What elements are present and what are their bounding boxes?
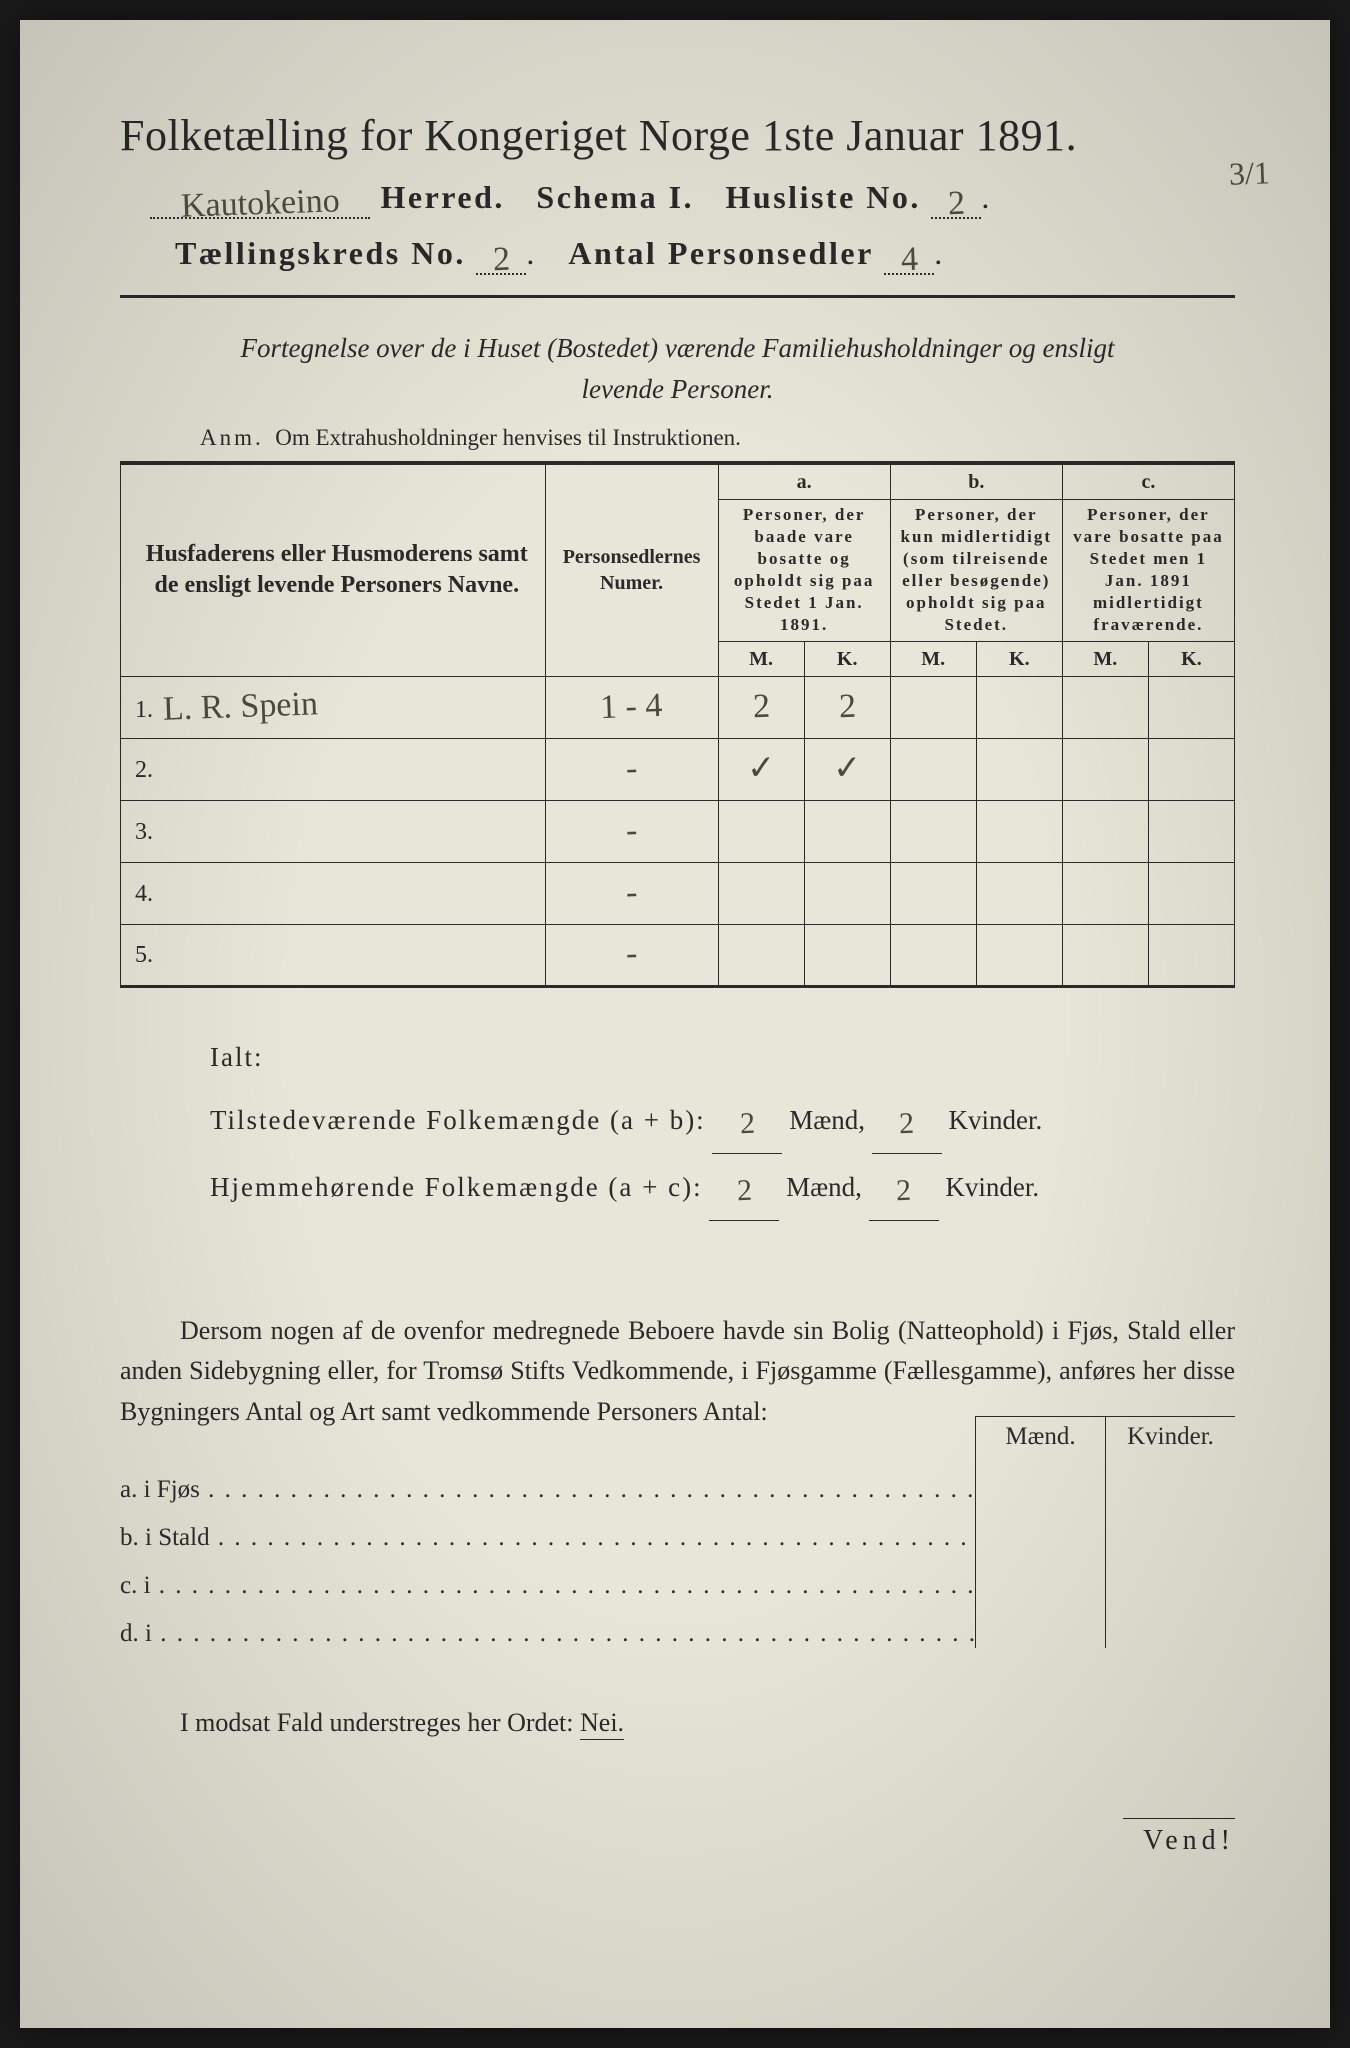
col-c-label: c. [1062,464,1234,500]
modsat-line: I modsat Fald understreges her Ordet: Ne… [120,1708,1235,1738]
mk-header: M. [890,641,976,676]
col-c-letter: c. [1069,469,1228,495]
subtitle-line2: levende Personer. [582,374,774,404]
col-a-letter: a. [725,469,884,495]
kreds-label: Tællingskreds No. [175,235,466,271]
col-a-text: Personer, der baade vare bosatte og opho… [718,500,890,642]
building-row: b. i Stald [120,1504,1235,1552]
antal-label: Antal Personsedler [568,235,873,271]
col-a-label: a. [718,464,890,500]
mk-header: K. [976,641,1062,676]
mk-header: M. [718,641,804,676]
herred-label: Herred. [381,179,505,215]
col-header-name: Husfaderens eller Husmoderens samt de en… [121,464,546,677]
divider [120,295,1235,298]
present-label: Tilstedeværende Folkemængde (a + b): [210,1105,706,1135]
antal-value: 4 [900,241,918,280]
header-line-2: Kautokeino Herred. Schema I. Husliste No… [150,179,1235,219]
present-row: Tilstedeværende Folkemængde (a + b): 2 M… [210,1087,1235,1154]
table-row: 2.-✓✓ [121,738,1235,800]
kvinder-label: Kvinder. [945,1172,1039,1202]
nei-word: Nei. [580,1708,624,1740]
header-line-3: Tællingskreds No. 2. Antal Personsedler … [175,235,1235,275]
form-title: Folketælling for Kongeriget Norge 1ste J… [120,110,1235,161]
title-year: 1891. [976,111,1078,160]
present-m: 2 [739,1091,756,1157]
page-annotation: 3/1 [1228,154,1270,192]
husliste-value: 2 [947,185,965,224]
table-row: 4.- [121,862,1235,924]
table-row: 5.- [121,924,1235,986]
col-c-text: Personer, der vare bosatte paa Stedet me… [1062,500,1234,642]
building-table: Mænd. Kvinder. a. i Fjøsb. i Staldc. id.… [120,1456,1235,1648]
present-k: 2 [898,1091,915,1157]
totals-block: Ialt: Tilstedeværende Folkemængde (a + b… [210,1028,1235,1221]
anm-prefix: Anm. [200,425,264,450]
subtitle-line1: Fortegnelse over de i Huset (Bostedet) v… [240,333,1114,363]
modsat-pre: I modsat Fald understreges her Ordet: [180,1708,580,1737]
mk-header: K. [804,641,890,676]
schema-label: Schema I. [536,179,694,215]
title-prefix: Folketælling for Kongeriget Norge 1ste J… [120,111,964,160]
subtitle: Fortegnelse over de i Huset (Bostedet) v… [120,328,1235,409]
herred-value: Kautokeino [180,182,340,226]
building-row: d. i [120,1600,1235,1648]
ialt-label: Ialt: [210,1028,1235,1087]
mk-header: M. [1062,641,1148,676]
col-header-num: Personsedlernes Numer. [545,464,718,677]
table-row: 1.L. R. Spein1 - 422 [121,676,1235,738]
anm-text: Om Extrahusholdninger henvises til Instr… [275,425,741,450]
bt-maend-header: Mænd. [975,1416,1105,1457]
bt-kvinder-header: Kvinder. [1105,1416,1235,1457]
census-form-page: 3/1 Folketælling for Kongeriget Norge 1s… [20,20,1330,2028]
husliste-label: Husliste No. [726,179,921,215]
maend-label: Mænd, [786,1172,862,1202]
col-b-text: Personer, der kun midlertidigt (som tilr… [890,500,1062,642]
vend-label: Vend! [1123,1818,1235,1857]
table-row: 3.- [121,800,1235,862]
col-b-label: b. [890,464,1062,500]
dersom-paragraph: Dersom nogen af de ovenfor medregnede Be… [120,1311,1235,1432]
household-table: Husfaderens eller Husmoderens samt de en… [120,462,1235,988]
kreds-value: 2 [492,241,510,280]
building-row: c. i [120,1552,1235,1600]
resident-label: Hjemmehørende Folkemængde (a + c): [210,1172,703,1202]
col-b-letter: b. [897,469,1056,495]
resident-k: 2 [895,1158,912,1224]
bt-header: Mænd. Kvinder. [975,1416,1235,1457]
resident-row: Hjemmehørende Folkemængde (a + c): 2 Mæn… [210,1154,1235,1221]
mk-header: K. [1148,641,1234,676]
kvinder-label: Kvinder. [948,1105,1042,1135]
resident-m: 2 [736,1158,753,1224]
maend-label: Mænd, [789,1105,865,1135]
building-row: a. i Fjøs [120,1456,1235,1504]
anm-note: Anm. Om Extrahusholdninger henvises til … [200,425,1235,451]
